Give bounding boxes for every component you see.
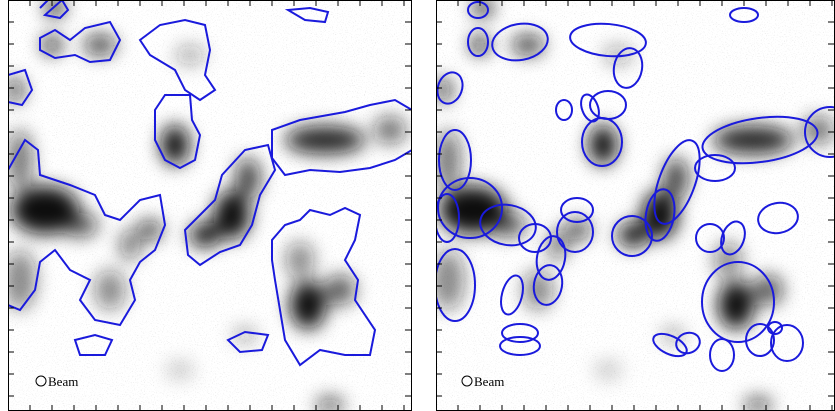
source-ellipse: [745, 323, 775, 357]
source-ellipse: [560, 197, 594, 223]
source-ellipse: [437, 177, 503, 239]
source-ellipse: [499, 336, 541, 356]
source-ellipse: [581, 117, 623, 167]
source-ellipse: [701, 115, 819, 165]
beam-symbol: [35, 375, 47, 387]
right-panel-image: [436, 0, 835, 411]
source-ellipse: [695, 223, 725, 253]
source-ellipse: [611, 215, 653, 257]
source-ellipse: [491, 22, 549, 62]
source-ellipse: [535, 235, 567, 281]
source-ellipse: [701, 261, 775, 343]
source-ellipse: [569, 22, 647, 58]
beam-label: Beam: [48, 374, 78, 389]
source-ellipse: [467, 27, 489, 57]
source-ellipse: [770, 324, 804, 362]
left-beam-legend: Beam: [35, 374, 78, 389]
contours: [8, 0, 412, 367]
beam-label: Beam: [474, 374, 504, 389]
frame-ticks: [8, 0, 834, 411]
source-ellipse: [653, 139, 701, 225]
beam-symbol: [461, 375, 473, 387]
source-ellipse: [556, 211, 594, 253]
source-ellipse: [518, 223, 552, 253]
source-ellipse: [757, 201, 799, 235]
source-ellipse: [436, 71, 464, 105]
source-ellipse: [804, 106, 835, 158]
source-ellipse: [532, 264, 564, 306]
fitted-ellipses: [436, 1, 835, 372]
source-ellipse: [767, 321, 783, 335]
source-ellipse: [438, 129, 472, 191]
right-beam-legend: Beam: [461, 374, 504, 389]
source-ellipse: [580, 93, 600, 123]
source-ellipse: [467, 1, 489, 19]
source-ellipse: [479, 203, 537, 247]
source-ellipse: [709, 338, 735, 372]
source-ellipse: [436, 248, 476, 322]
source-ellipse: [720, 220, 746, 256]
source-ellipse: [500, 274, 524, 316]
source-ellipse: [555, 99, 573, 121]
source-ellipse: [694, 154, 736, 182]
source-ellipse: [612, 47, 644, 89]
source-ellipse: [729, 7, 759, 23]
source-ellipse: [675, 331, 701, 355]
source-ellipse: [501, 323, 539, 343]
left-panel-image: [8, 0, 412, 411]
source-ellipse: [436, 193, 460, 243]
source-ellipse: [644, 188, 676, 242]
